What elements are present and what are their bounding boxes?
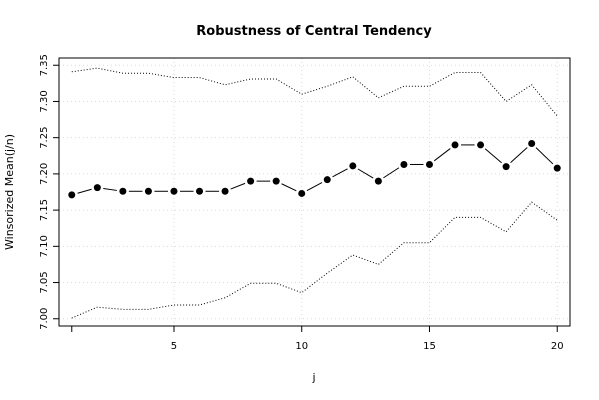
chart-title: Robustness of Central Tendency [196,24,432,39]
series-0-point-6 [196,187,204,195]
series-0-segment-6 [230,182,246,190]
series-0-segment-9 [306,182,323,192]
series-0-point-16 [451,141,459,149]
y-tick-label-5: 7.25 [39,127,50,149]
series-0-point-20 [553,164,561,172]
series-0-point-4 [144,187,152,195]
grid-lines [59,58,570,326]
series-layer [68,67,561,319]
series-0-point-11 [323,176,331,184]
series-0-segment-0 [77,188,92,194]
x-tick-label-2: 15 [423,341,436,352]
y-axis-label: Winsorized Mean(j/n) [3,134,16,250]
series-0-segment-12 [383,167,400,179]
series-0-point-14 [400,160,408,168]
series-0-point-17 [477,141,485,149]
series-0-point-10 [298,189,306,197]
series-0-point-19 [528,139,536,147]
y-tick-label-0: 7.00 [39,308,50,330]
y-tick-label-7: 7.35 [39,54,50,76]
series-0-point-15 [425,160,433,168]
series-0-point-3 [119,187,127,195]
y-tick-label-2: 7.10 [39,235,50,257]
x-tick-label-0: 5 [171,341,177,352]
x-axis-label: j [311,371,315,384]
series-0-point-13 [374,177,382,185]
series-0-segment-17 [510,147,528,163]
x-tick-label-1: 10 [295,341,308,352]
series-0-segment-1 [103,188,118,191]
y-tick-label-6: 7.30 [39,90,50,112]
series-0-point-7 [221,187,229,195]
y-tick-label-1: 7.05 [39,271,50,293]
series-0-line [77,144,554,194]
series-0-point-12 [349,162,357,170]
series-1-line [71,67,558,117]
series-0-segment-8 [281,183,297,192]
series-0-point-8 [247,177,255,185]
series-0-point-9 [272,177,280,185]
series-0-segment-18 [535,147,554,165]
series-0-point-5 [170,187,178,195]
x-tick-label-3: 20 [551,341,564,352]
series-0-segment-16 [484,148,502,164]
series-0-segment-14 [433,148,451,162]
y-tick-label-3: 7.15 [39,199,50,221]
y-tick-label-4: 7.20 [39,163,50,185]
series-0-point-2 [93,184,101,192]
series-0-segment-10 [332,168,348,178]
series-2-line [71,201,558,319]
series-0-point-18 [502,163,510,171]
plot-frame [58,57,571,327]
series-0-point-1 [68,191,76,199]
series-0-segment-11 [357,168,374,179]
